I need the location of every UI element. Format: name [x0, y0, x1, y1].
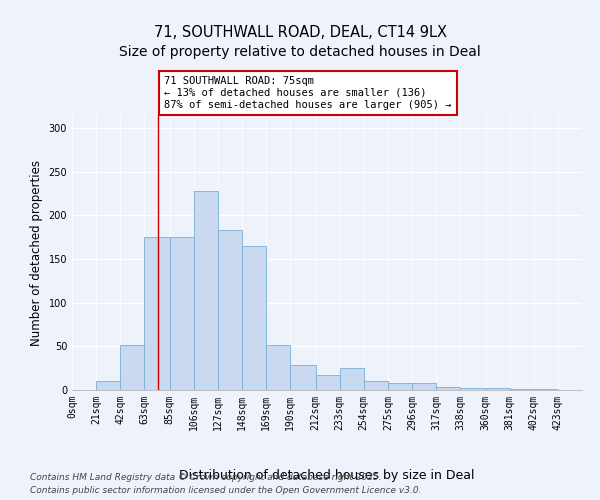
Bar [145, 237, 170, 390]
Bar [96, 382, 120, 390]
Text: Size of property relative to detached houses in Deal: Size of property relative to detached ho… [119, 45, 481, 59]
Bar [388, 383, 412, 390]
Bar [534, 389, 558, 390]
Bar [509, 389, 534, 390]
Bar [460, 388, 485, 390]
Bar [266, 344, 290, 390]
Bar [290, 364, 316, 390]
Bar [242, 246, 266, 390]
Bar [364, 382, 388, 390]
Text: Contains HM Land Registry data © Crown copyright and database right 2025.: Contains HM Land Registry data © Crown c… [30, 474, 382, 482]
Text: 71 SOUTHWALL ROAD: 75sqm
← 13% of detached houses are smaller (136)
87% of semi-: 71 SOUTHWALL ROAD: 75sqm ← 13% of detach… [164, 76, 451, 110]
Bar [485, 388, 509, 390]
Bar [412, 383, 436, 390]
Text: 71, SOUTHWALL ROAD, DEAL, CT14 9LX: 71, SOUTHWALL ROAD, DEAL, CT14 9LX [154, 25, 446, 40]
Bar [194, 191, 218, 390]
X-axis label: Distribution of detached houses by size in Deal: Distribution of detached houses by size … [179, 469, 475, 482]
Bar [436, 388, 460, 390]
Bar [170, 237, 194, 390]
Bar [316, 375, 340, 390]
Bar [218, 230, 242, 390]
Y-axis label: Number of detached properties: Number of detached properties [30, 160, 43, 346]
Bar [340, 368, 364, 390]
Text: Contains public sector information licensed under the Open Government Licence v3: Contains public sector information licen… [30, 486, 421, 495]
Bar [120, 344, 145, 390]
